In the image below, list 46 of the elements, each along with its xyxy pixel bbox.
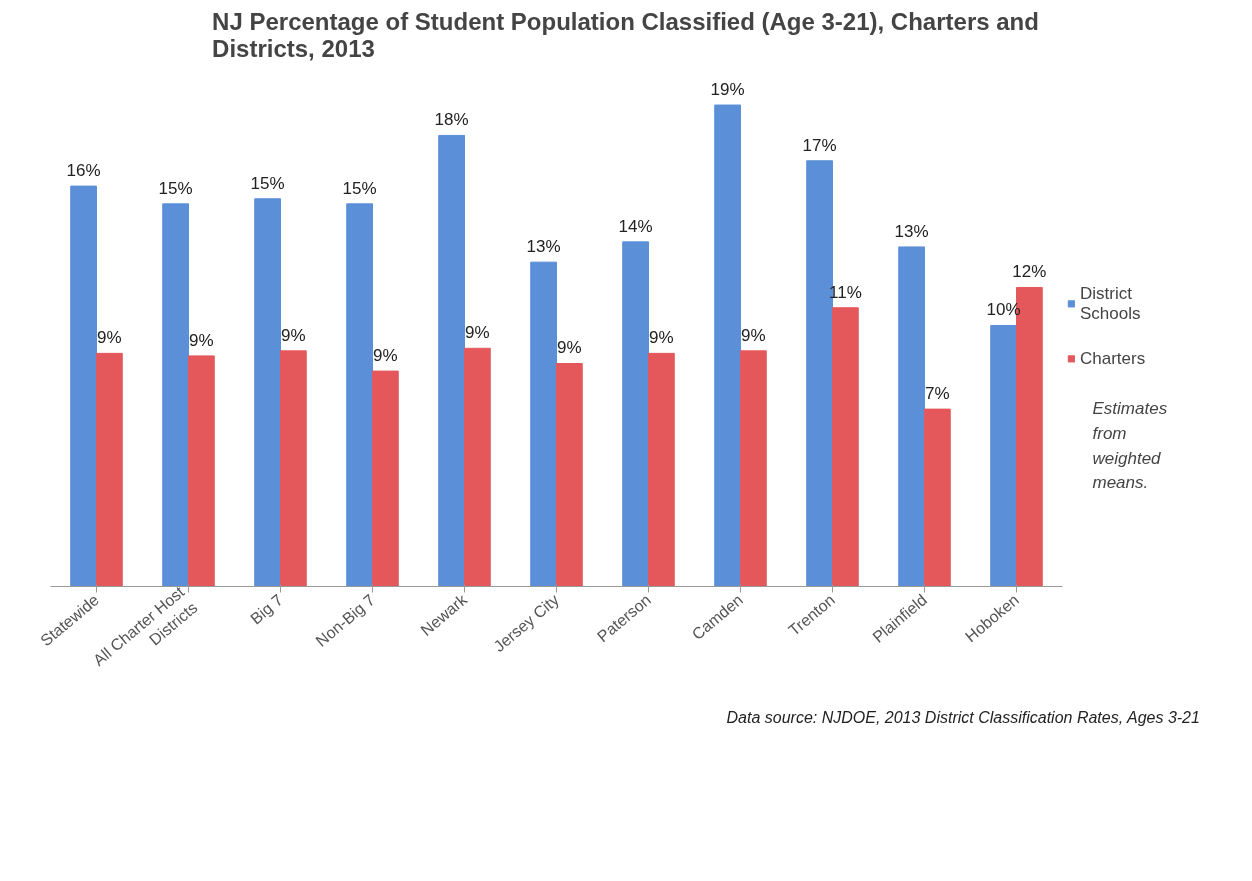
data-label: 17% — [802, 135, 837, 155]
bar — [990, 324, 1017, 587]
bar — [530, 261, 557, 587]
bar — [714, 104, 741, 587]
data-label: 9% — [97, 328, 122, 348]
data-label: 16% — [66, 161, 101, 181]
data-label: 9% — [373, 346, 398, 366]
legend-label: Charters — [1080, 348, 1147, 369]
data-label: 9% — [189, 330, 214, 350]
data-label: 18% — [434, 110, 469, 130]
data-label: 19% — [710, 80, 745, 100]
bar — [832, 307, 859, 587]
data-label: 14% — [618, 216, 653, 236]
data-label: 9% — [557, 338, 582, 358]
data-label: 9% — [649, 328, 674, 348]
bar — [70, 185, 97, 587]
bar — [254, 198, 281, 587]
data-label: 13% — [526, 237, 561, 257]
bar — [438, 134, 465, 587]
data-label: 9% — [281, 325, 306, 345]
data-label: 15% — [158, 178, 193, 198]
chart-title: NJ Percentage of Student Population Classified (Age 3-21), Charters and Districts, 2013 — [212, 7, 1039, 62]
data-label: 15% — [342, 178, 377, 198]
data-label: 7% — [925, 384, 950, 404]
x-tick-label: Big 7 — [247, 590, 287, 628]
source-note: Data source: NJDOE, 2013 District Classification Rates, Ages 3-21 — [726, 708, 1200, 726]
bar — [924, 408, 951, 587]
data-label: 9% — [741, 325, 766, 345]
bar — [740, 350, 767, 587]
bar — [372, 370, 399, 587]
data-label: 9% — [465, 323, 490, 343]
data-label: 15% — [250, 173, 285, 193]
bar — [622, 241, 649, 587]
bar — [280, 350, 307, 587]
text: Estimates from weighted means. — [1092, 399, 1168, 493]
bar — [556, 363, 583, 587]
bar — [898, 246, 925, 587]
bar — [648, 352, 675, 587]
bar — [162, 203, 189, 587]
legend-label: District Schools — [1080, 283, 1142, 324]
bar — [96, 352, 123, 587]
data-label: 13% — [894, 221, 929, 241]
data-label: 12% — [1012, 262, 1047, 282]
bar — [464, 347, 491, 587]
bar — [346, 203, 373, 587]
bar — [188, 355, 215, 587]
